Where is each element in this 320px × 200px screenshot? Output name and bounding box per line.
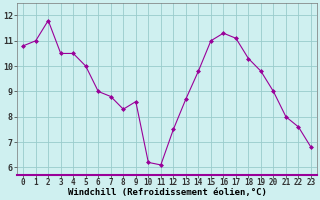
X-axis label: Windchill (Refroidissement éolien,°C): Windchill (Refroidissement éolien,°C): [68, 188, 267, 197]
